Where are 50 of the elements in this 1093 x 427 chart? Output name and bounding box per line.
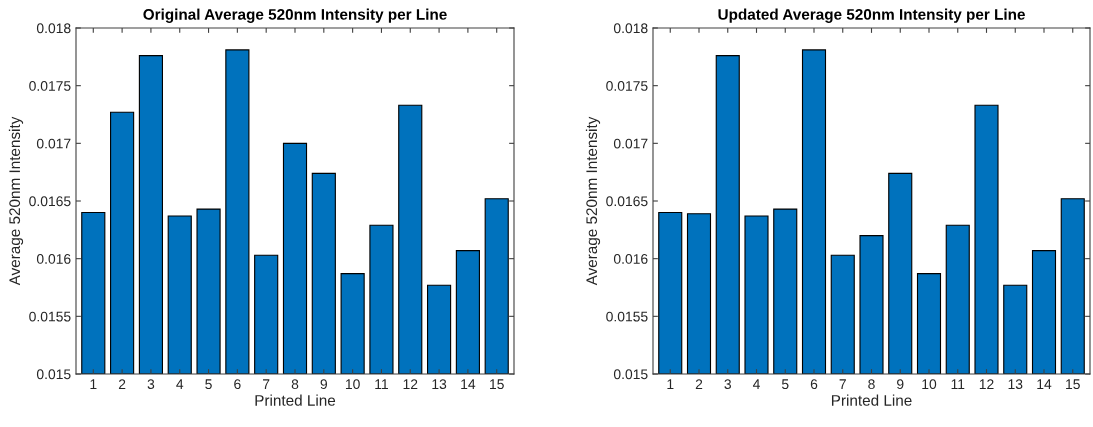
x-tick-label: 12 (403, 379, 418, 389)
x-tick-label: 10 (345, 379, 360, 390)
y-tick-label: 0.015 (36, 369, 71, 380)
y-tick-label: 0.0155 (29, 311, 71, 322)
y-tick-label: 0.018 (36, 23, 71, 34)
x-tick-label: 1 (90, 379, 97, 389)
y-axis-title: Average 520nm Intensity (8, 116, 24, 286)
y-tick-label: 0.0165 (606, 196, 648, 207)
chart-title: Updated Average 520nm Intensity per Line (718, 8, 1025, 23)
x-tick-label: 3 (724, 379, 731, 390)
y-axis-title: Average 520nm Intensity (585, 116, 601, 286)
x-tick-label: 9 (320, 379, 328, 390)
x-tick-label: 5 (781, 379, 789, 390)
y-tick-label: 0.015 (613, 369, 648, 380)
x-tick-label: 15 (1066, 379, 1080, 390)
x-tick-label: 4 (176, 379, 184, 389)
x-tick-label: 14 (461, 379, 476, 389)
x-tick-label: 2 (695, 379, 703, 389)
x-tick-label: 4 (752, 379, 760, 389)
y-tick-label: 0.017 (36, 138, 71, 149)
y-tick-label: 0.0155 (606, 311, 648, 322)
y-tick-label: 0.0175 (29, 81, 71, 91)
x-axis-title: Printed Line (831, 394, 912, 406)
x-tick-label: 14 (1037, 379, 1052, 389)
y-tick-label: 0.0175 (606, 81, 648, 91)
chart-title: Original Average 520nm Intensity per Line (143, 8, 447, 23)
x-tick-label: 8 (291, 379, 299, 390)
x-tick-label: 13 (432, 379, 447, 390)
x-tick-label: 10 (922, 379, 937, 390)
x-tick-label: 8 (868, 379, 875, 390)
x-tick-label: 12 (979, 379, 994, 389)
x-tick-label: 13 (1008, 379, 1023, 390)
y-tick-label: 0.018 (613, 23, 648, 34)
x-tick-label: 11 (951, 379, 965, 389)
y-tick-label: 0.016 (613, 254, 648, 264)
y-tick-label: 0.016 (36, 254, 71, 264)
x-tick-label: 5 (205, 379, 212, 390)
x-axis-title: Printed Line (255, 394, 336, 406)
x-tick-label: 1 (667, 379, 674, 389)
x-tick-label: 7 (263, 379, 270, 389)
x-tick-label: 7 (839, 379, 846, 389)
x-tick-label: 15 (490, 379, 504, 390)
y-tick-label: 0.0165 (29, 196, 71, 207)
x-tick-label: 6 (234, 379, 241, 390)
x-tick-label: 9 (897, 379, 904, 390)
x-tick-label: 6 (810, 379, 818, 390)
x-tick-label: 3 (147, 379, 155, 390)
y-tick-label: 0.017 (613, 138, 648, 149)
x-tick-label: 2 (118, 379, 126, 389)
x-tick-label: 11 (375, 379, 388, 389)
